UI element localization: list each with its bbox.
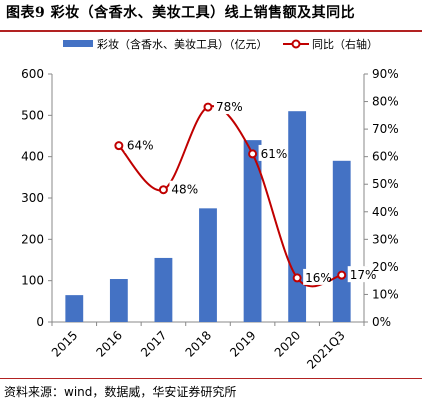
x-tick-label: 2016 [93, 328, 124, 359]
y-left-tick-label: 600 [21, 67, 44, 81]
bar [109, 279, 128, 322]
data-label-bg [169, 180, 196, 197]
y-right-tick-label: 70% [372, 122, 399, 136]
y-left-tick-label: 400 [21, 150, 44, 164]
source-note: 资料来源：wind，数据威，华安证券研究所 [4, 385, 237, 399]
line-point [337, 270, 347, 280]
y-right-tick-label: 0% [372, 315, 391, 329]
bar [199, 208, 217, 322]
line-data-label: 48% [171, 183, 198, 197]
y-right-tick-label: 40% [372, 205, 399, 219]
y-right-tick-label: 50% [372, 177, 399, 191]
y-left-tick-label: 0 [36, 315, 44, 329]
y-left-tick-label: 500 [21, 108, 44, 122]
line-series [118, 105, 342, 288]
x-tick-label: 2021Q3 [304, 328, 348, 372]
y-right-tick-label: 90% [372, 67, 399, 81]
legend-bar-swatch [63, 40, 93, 47]
legend-line-marker [291, 39, 301, 49]
line-data-label: 78% [216, 100, 243, 114]
bar [288, 111, 307, 322]
line-point [203, 102, 213, 112]
figure-title: 图表9 彩妆（含香水、美妆工具）线上销售额及其同比 [6, 5, 356, 21]
y-right-tick-label: 30% [372, 232, 399, 246]
y-left-tick-label: 200 [21, 232, 44, 246]
line-point [114, 141, 124, 151]
y-left-tick-label: 100 [21, 274, 44, 288]
y-right-tick-label: 20% [372, 260, 399, 274]
y-right-tick-label: 10% [372, 287, 399, 301]
title-rule [0, 30, 422, 32]
x-tick-label: 2015 [49, 328, 80, 359]
data-label-bg [303, 268, 330, 285]
bar [65, 295, 84, 322]
line-point [248, 149, 258, 159]
bar [154, 257, 173, 322]
y-right-tick-label: 80% [372, 95, 399, 109]
source-rule [0, 378, 422, 379]
legend-line-label: 同比（右轴） [312, 37, 378, 51]
x-tick-label: 2017 [138, 328, 169, 359]
line-data-label: 17% [350, 268, 377, 282]
data-label-bg [124, 136, 151, 153]
bar [332, 160, 351, 322]
y-right-tick-label: 60% [372, 150, 399, 164]
data-label-bg [347, 266, 374, 283]
line-point [158, 185, 168, 195]
y-left-tick-label: 300 [21, 191, 44, 205]
line-data-label: 61% [261, 147, 288, 161]
chart: 彩妆（含香水、美妆工具）（亿元） 同比（右轴） 0 100 200 300 400 500 60… [21, 37, 399, 372]
x-tick-label: 2020 [272, 328, 303, 359]
x-tick-label: 2018 [183, 328, 214, 359]
line-point [292, 273, 302, 283]
data-label-bg [214, 98, 240, 115]
x-tick-label: 2019 [227, 328, 258, 359]
data-label-bg [258, 144, 285, 161]
line-data-label: 64% [127, 139, 154, 153]
legend-bar-label: 彩妆（含香水、美妆工具）（亿元） [97, 37, 268, 51]
line-data-label: 16% [305, 271, 332, 285]
bar [243, 140, 262, 322]
